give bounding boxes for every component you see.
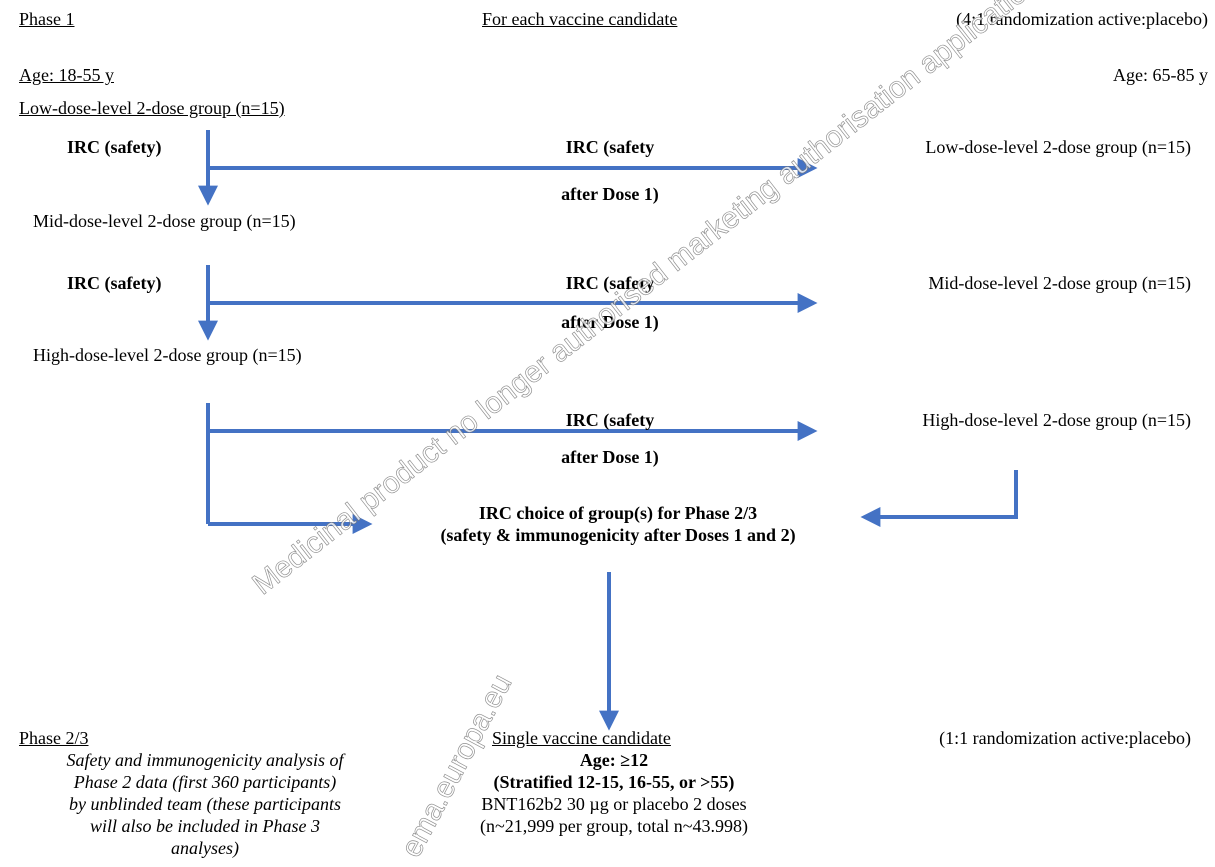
phase23-randomization: (1:1 randomization active:placebo) [939, 728, 1191, 748]
irc-dose1-label-3-line2: after Dose 1) [561, 447, 659, 467]
phase23-age: Age: ≥12 [579, 750, 649, 770]
irc-safety-label-1: IRC (safety) [67, 137, 162, 157]
older-mid-dose-group: Mid-dose-level 2-dose group (n=15) [928, 273, 1191, 293]
irc-dose1-label-1-line1: IRC (safety [565, 137, 655, 157]
phase23-details: Age: ≥12 (Stratified 12-15, 16-55, or >5… [400, 749, 828, 837]
analysis-line: by unblinded team (these participants [69, 794, 341, 814]
irc-dose1-label-1-line2: after Dose 1) [561, 184, 659, 204]
phase1-randomization: (4:1 randomization active:placebo) [956, 9, 1208, 29]
arrow-older-to-irc-choice [860, 470, 1018, 527]
older-high-dose-group: High-dose-level 2-dose group (n=15) [922, 410, 1191, 430]
irc-safety-label-2: IRC (safety) [67, 273, 162, 293]
phase1-center-heading: For each vaccine candidate [482, 9, 678, 29]
analysis-line: will also be included in Phase 3 [90, 816, 320, 836]
analysis-line: Phase 2 data (first 360 participants) [73, 772, 337, 792]
phase23-n: (n~21,999 per group, total n~43.998) [480, 816, 748, 836]
irc-dose1-label-2-line1: IRC (safety [565, 273, 655, 293]
irc-dose1-label-2-line2: after Dose 1) [561, 312, 659, 332]
irc-choice-line2: (safety & immunogenicity after Doses 1 a… [440, 525, 796, 545]
young-high-dose-group: High-dose-level 2-dose group (n=15) [33, 345, 302, 365]
phase23-stratified: (Stratified 12-15, 16-55, or >55) [493, 772, 735, 792]
irc-dose1-label-3-line1: IRC (safety [565, 410, 655, 430]
age-right: Age: 65-85 y [1113, 65, 1208, 85]
older-low-dose-group: Low-dose-level 2-dose group (n=15) [925, 137, 1191, 157]
analysis-line: analyses) [171, 838, 239, 858]
age-left: Age: 18-55 y [19, 65, 114, 85]
phase1-heading: Phase 1 [19, 9, 75, 29]
phase23-dose: BNT162b2 30 µg or placebo 2 doses [481, 794, 747, 814]
young-mid-dose-group: Mid-dose-level 2-dose group (n=15) [33, 211, 296, 231]
phase23-heading: Phase 2/3 [19, 728, 89, 748]
phase23-analysis-note: Safety and immunogenicity analysis of Ph… [10, 749, 400, 859]
analysis-line: Safety and immunogenicity analysis of [66, 750, 344, 770]
irc-choice-line1: IRC choice of group(s) for Phase 2/3 [478, 503, 758, 523]
phase23-center-heading: Single vaccine candidate [492, 728, 671, 748]
young-low-dose-group: Low-dose-level 2-dose group (n=15) [19, 98, 285, 118]
